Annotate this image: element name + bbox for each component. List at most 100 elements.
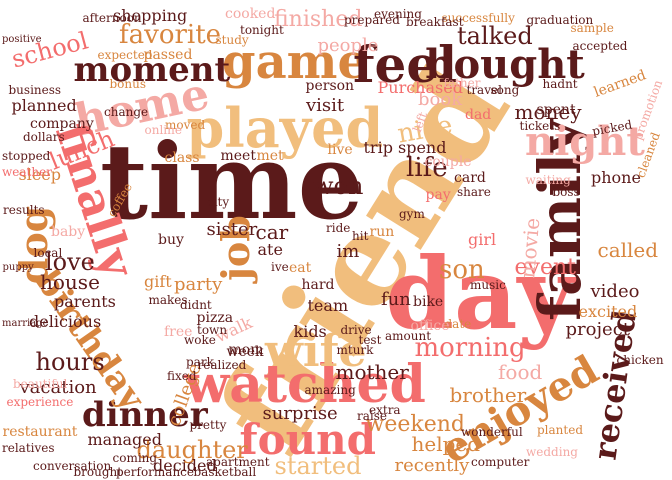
cloud-word: delicious [29, 312, 102, 331]
cloud-word: week [226, 344, 264, 360]
cloud-word: office [410, 318, 450, 334]
cloud-word: daughter [136, 436, 248, 464]
cloud-word: amount [385, 329, 432, 343]
cloud-word: successfully [441, 11, 515, 25]
cloud-word: trip [363, 138, 393, 157]
cloud-word: ive [271, 260, 289, 274]
cloud-word: mother [335, 360, 409, 384]
cloud-word: chicken [616, 353, 664, 367]
cloud-word: hadnt [542, 77, 578, 91]
cloud-word: cooked [225, 6, 276, 22]
cloud-word: tonight [240, 23, 284, 37]
cloud-word: movie [515, 216, 545, 280]
cloud-word: fun [381, 289, 411, 310]
cloud-word: team [307, 296, 349, 315]
cloud-word: computer [471, 455, 530, 469]
cloud-word: wedding [526, 445, 578, 459]
cloud-word: person [305, 78, 355, 94]
cloud-word: kids [293, 322, 327, 341]
cloud-word: called [597, 238, 659, 262]
cloud-word: relatives [2, 441, 55, 455]
cloud-word: marriage [2, 318, 49, 329]
cloud-word: accepted [572, 39, 628, 53]
cloud-word: moment [73, 50, 231, 90]
cloud-word: finished [274, 7, 363, 32]
cloud-word: book [418, 89, 463, 110]
cloud-word: time [100, 120, 364, 243]
cloud-word: hit [352, 229, 369, 243]
cloud-word: moved [165, 118, 206, 132]
cloud-word: performance [116, 465, 195, 479]
cloud-word: drive [340, 323, 372, 337]
cloud-word: excited [578, 302, 638, 321]
cloud-word: ate [257, 240, 283, 259]
cloud-word: feel [353, 35, 458, 94]
cloud-word: car [255, 220, 289, 244]
cloud-word: party [174, 274, 223, 295]
cloud-word: passed [143, 47, 193, 63]
cloud-word: parents [54, 292, 116, 311]
cloud-word: travel [466, 83, 502, 97]
cloud-word: extra [369, 403, 401, 417]
cloud-word: evening [374, 7, 422, 21]
cloud-word: bought [425, 41, 585, 88]
cloud-word: basketball [193, 465, 257, 479]
cloud-word: experience [6, 395, 74, 409]
cloud-word: hard [301, 277, 335, 293]
cloud-word: brother [449, 383, 527, 407]
cloud-word: dollars [23, 130, 65, 144]
cloud-word: realized [197, 358, 247, 372]
cloud-word: house [40, 270, 100, 294]
cloud-word: helped [411, 432, 481, 456]
cloud-word: music [470, 278, 506, 292]
cloud-word: day [385, 237, 575, 352]
cloud-word: decided [153, 456, 217, 475]
cloud-word: pizza [196, 310, 234, 326]
cloud-word: fixed [167, 369, 197, 383]
cloud-word: morning [414, 333, 526, 363]
cloud-word: project [565, 319, 631, 340]
cloud-word: met [256, 148, 284, 164]
cloud-word: event [514, 255, 576, 280]
cloud-word: Purchased [377, 78, 463, 97]
cloud-word: talked [457, 22, 533, 50]
cloud-word: park [186, 355, 214, 369]
cloud-word: started [274, 452, 362, 480]
cloud-word: spent [536, 102, 576, 118]
cloud-word: life [406, 153, 448, 183]
cloud-word: shopping [113, 6, 188, 25]
cloud-word: dinner [82, 395, 208, 435]
cloud-word: online [144, 123, 182, 137]
cloud-word: played [186, 96, 384, 160]
cloud-word: test [358, 333, 382, 347]
cloud-word: favorite [119, 20, 222, 50]
cloud-word: love [45, 248, 95, 276]
cloud-word: found [239, 415, 377, 464]
cloud-word: won [313, 172, 364, 200]
cloud-word: pretty [189, 418, 227, 432]
cloud-word: mturk [336, 343, 374, 357]
cloud-word: beautiful [13, 377, 68, 391]
cloud-word: buy [158, 232, 184, 248]
cloud-word: didnt [180, 298, 212, 312]
cloud-word: business [8, 83, 62, 97]
cloud-word: share [457, 185, 491, 199]
cloud-word: results [3, 203, 45, 217]
cloud-word: weather [2, 165, 52, 179]
cloud-word: ride [326, 221, 351, 235]
cloud-word: company [30, 116, 94, 132]
cloud-word: game [222, 34, 368, 90]
cloud-word: waiting [525, 173, 571, 187]
cloud-word: baby [51, 224, 86, 240]
cloud-word: wonderful [461, 425, 523, 439]
cloud-word: dad [465, 107, 492, 123]
cloud-word: gift [144, 272, 172, 291]
cloud-word: change [104, 105, 149, 119]
cloud-word: managed [87, 430, 163, 449]
cloud-word: free [164, 324, 193, 340]
cloud-word: meet [220, 148, 256, 164]
cloud-word: date [444, 317, 472, 331]
cloud-word: prepared [344, 13, 400, 27]
cloud-word: recently [394, 455, 470, 476]
cloud-word: conversation [33, 459, 112, 473]
